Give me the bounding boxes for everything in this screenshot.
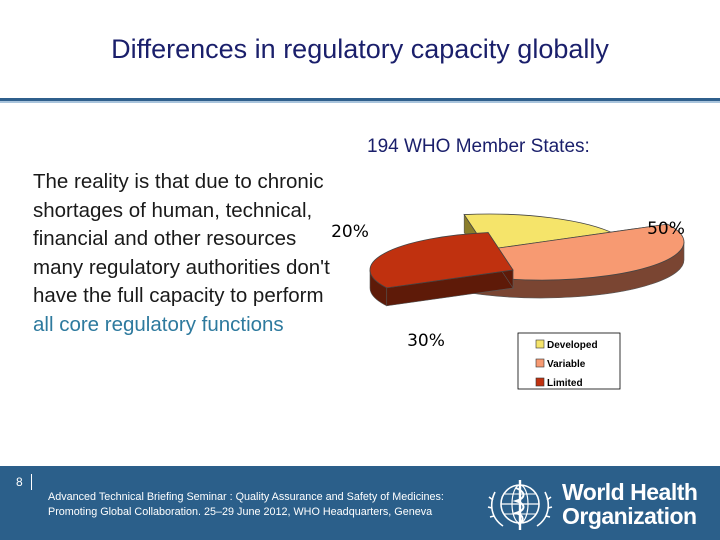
legend-item-variable-swatch <box>535 358 545 368</box>
legend-item-limited-swatch <box>535 377 545 387</box>
pie-label-developed: 20% <box>331 222 369 242</box>
footer-citation: Advanced Technical Briefing Seminar : Qu… <box>48 491 444 518</box>
pie-slice-limited <box>369 231 514 307</box>
title-divider-light <box>0 101 720 103</box>
title-divider <box>0 98 720 101</box>
page-number: 8 <box>16 475 23 489</box>
organization-name-line2: Organization <box>562 503 697 529</box>
body-text-highlight: all core regulatory functions <box>33 312 284 336</box>
slide-title: Differences in regulatory capacity globa… <box>111 34 609 64</box>
chart-subtitle: 194 WHO Member States: <box>367 136 590 157</box>
pie-label-limited: 30% <box>407 331 445 351</box>
page-number-separator <box>31 474 32 490</box>
legend-item-limited: Limited <box>547 378 583 389</box>
legend-box <box>517 332 621 390</box>
chart-legend: Developed Variable Limited <box>517 332 621 390</box>
legend-item-variable: Variable <box>547 359 586 370</box>
body-text-main: The reality is that due to chronic short… <box>33 170 330 308</box>
who-emblem-icon <box>487 480 553 530</box>
legend-item-developed: Developed <box>547 340 598 351</box>
body-paragraph: The reality is that due to chronic short… <box>33 168 333 340</box>
pie-chart: 20% 50% 30% Developed Variable Limited <box>331 213 685 390</box>
organization-name: World Health Organization <box>562 480 720 528</box>
organization-name-line1: World Health <box>562 479 698 505</box>
footer-bar <box>0 466 720 540</box>
legend-item-developed-swatch <box>535 339 545 349</box>
pie-label-variable: 50% <box>647 219 685 239</box>
